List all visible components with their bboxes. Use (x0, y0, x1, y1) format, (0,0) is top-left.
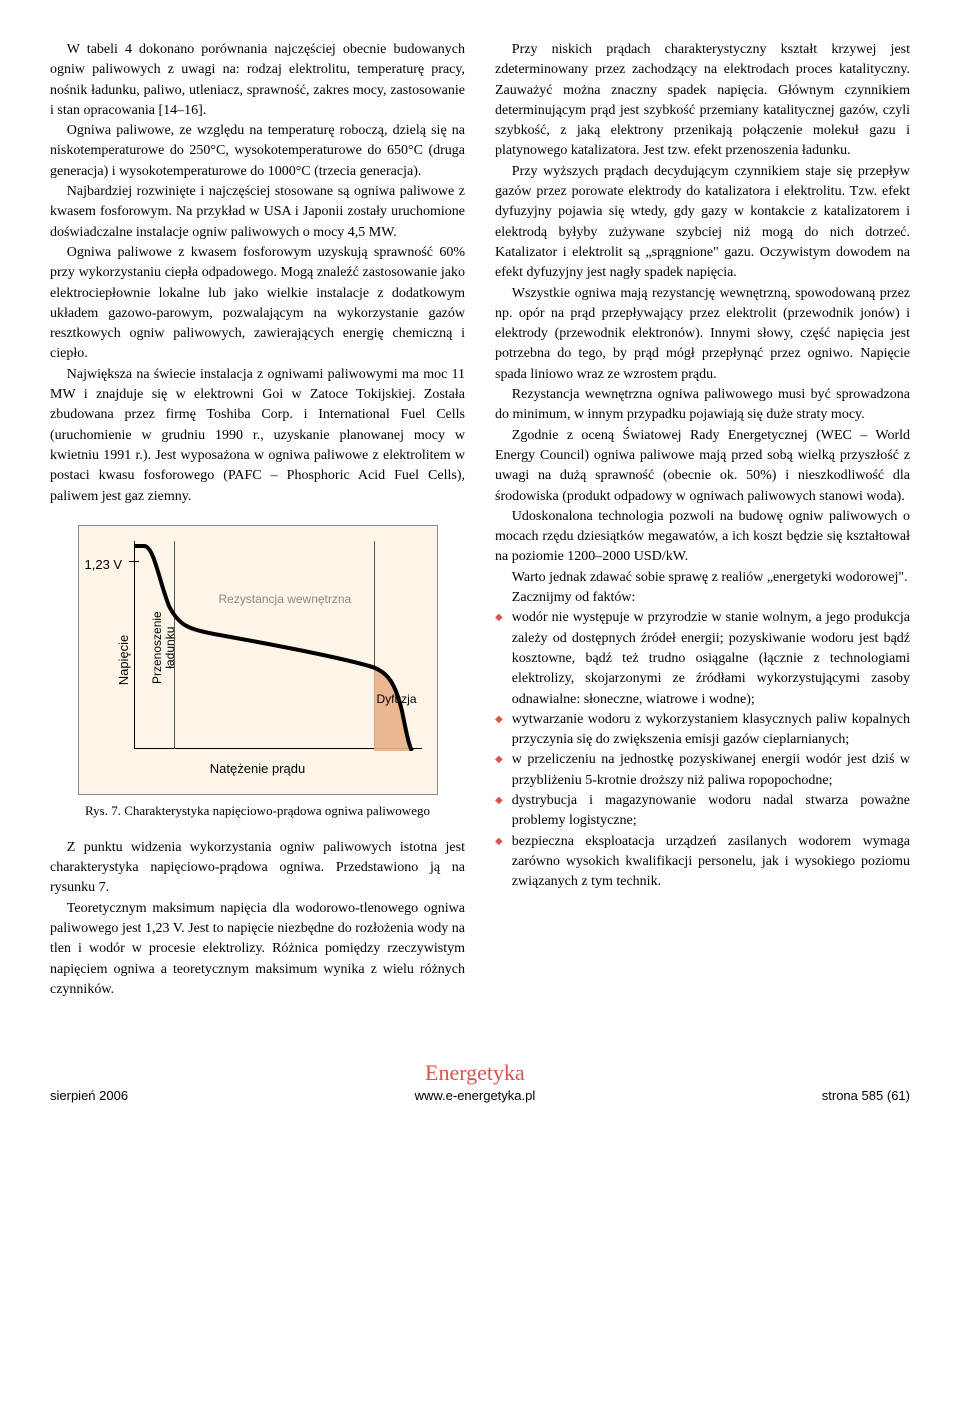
right-column: Przy niskich prądach charakterystyczny k… (495, 40, 910, 1000)
paragraph: Rezystancja wewnętrzna ogniwa paliwowego… (495, 385, 910, 426)
y-axis-label: Napięcie (114, 635, 133, 686)
footer-date: sierpień 2006 (50, 1088, 128, 1103)
paragraph: Przy wyższych prądach decydującym czynni… (495, 162, 910, 284)
iv-curve (134, 546, 412, 751)
paragraph: Ogniwa paliwowe, ze względu na temperatu… (50, 121, 465, 182)
paragraph: Ogniwa paliwowe z kwasem fosforowym uzys… (50, 243, 465, 365)
list-item: w przeliczeniu na jednostkę pozyskiwanej… (495, 750, 910, 791)
paragraph: Zacznijmy od faktów: (495, 588, 910, 608)
x-axis-label: Natężenie prądu (79, 760, 437, 779)
region-label-diffusion: Dyfuzja (377, 691, 417, 708)
two-column-layout: W tabeli 4 dokonano porównania najczęści… (50, 40, 910, 1000)
paragraph: W tabeli 4 dokonano porównania najczęści… (50, 40, 465, 121)
page: W tabeli 4 dokonano porównania najczęści… (0, 0, 960, 1020)
paragraph: Warto jednak zdawać sobie sprawę z reali… (495, 568, 910, 588)
paragraph: Zgodnie z oceną Światowej Rady Energetyc… (495, 426, 910, 507)
page-label: strona (822, 1088, 858, 1103)
paragraph: Przy niskich prądach charakterystyczny k… (495, 40, 910, 162)
facts-list: wodór nie występuje w przyrodzie w stani… (495, 608, 910, 892)
paragraph: Udoskonalona technologia pozwoli na budo… (495, 507, 910, 568)
paragraph: Z punktu widzenia wykorzystania ogniw pa… (50, 838, 465, 899)
footer-center: Energetyka www.e-energetyka.pl (415, 1060, 536, 1103)
list-item: wytwarzanie wodoru z wykorzystaniem klas… (495, 710, 910, 751)
paragraph: Najbardziej rozwinięte i najczęściej sto… (50, 182, 465, 243)
page-footer: sierpień 2006 Energetyka www.e-energetyk… (0, 1060, 960, 1123)
footer-url: www.e-energetyka.pl (415, 1088, 536, 1103)
list-item: wodór nie występuje w przyrodzie w stani… (495, 608, 910, 709)
y-tick-label: 1,23 V (85, 556, 123, 575)
left-column: W tabeli 4 dokonano porównania najczęści… (50, 40, 465, 1000)
page-alt: (61) (887, 1088, 910, 1103)
brand-logo: Energetyka (415, 1060, 536, 1086)
list-item: dystrybucja i magazynowanie wodoru nadal… (495, 791, 910, 832)
list-item: bezpieczna eksploatacja urządzeń zasilan… (495, 832, 910, 893)
paragraph: Teoretycznym maksimum napięcia dla wodor… (50, 899, 465, 1000)
figure-7-chart: 1,23 V Napięcie Przenoszenie ładunku (78, 525, 438, 795)
chart-svg (134, 541, 424, 751)
figure-caption: Rys. 7. Charakterystyka napięciowo-prądo… (78, 803, 438, 820)
paragraph: Wszystkie ogniwa mają rezystancję wewnęt… (495, 284, 910, 385)
date-text: sierpień 2006 (50, 1088, 128, 1103)
paragraph: Największa na świecie instalacja z ogniw… (50, 365, 465, 507)
region-label-resistance: Rezystancja wewnętrzna (219, 591, 352, 608)
footer-page: strona 585 (61) (822, 1088, 910, 1103)
page-number: 585 (862, 1088, 884, 1103)
figure-7: 1,23 V Napięcie Przenoszenie ładunku (78, 525, 438, 820)
